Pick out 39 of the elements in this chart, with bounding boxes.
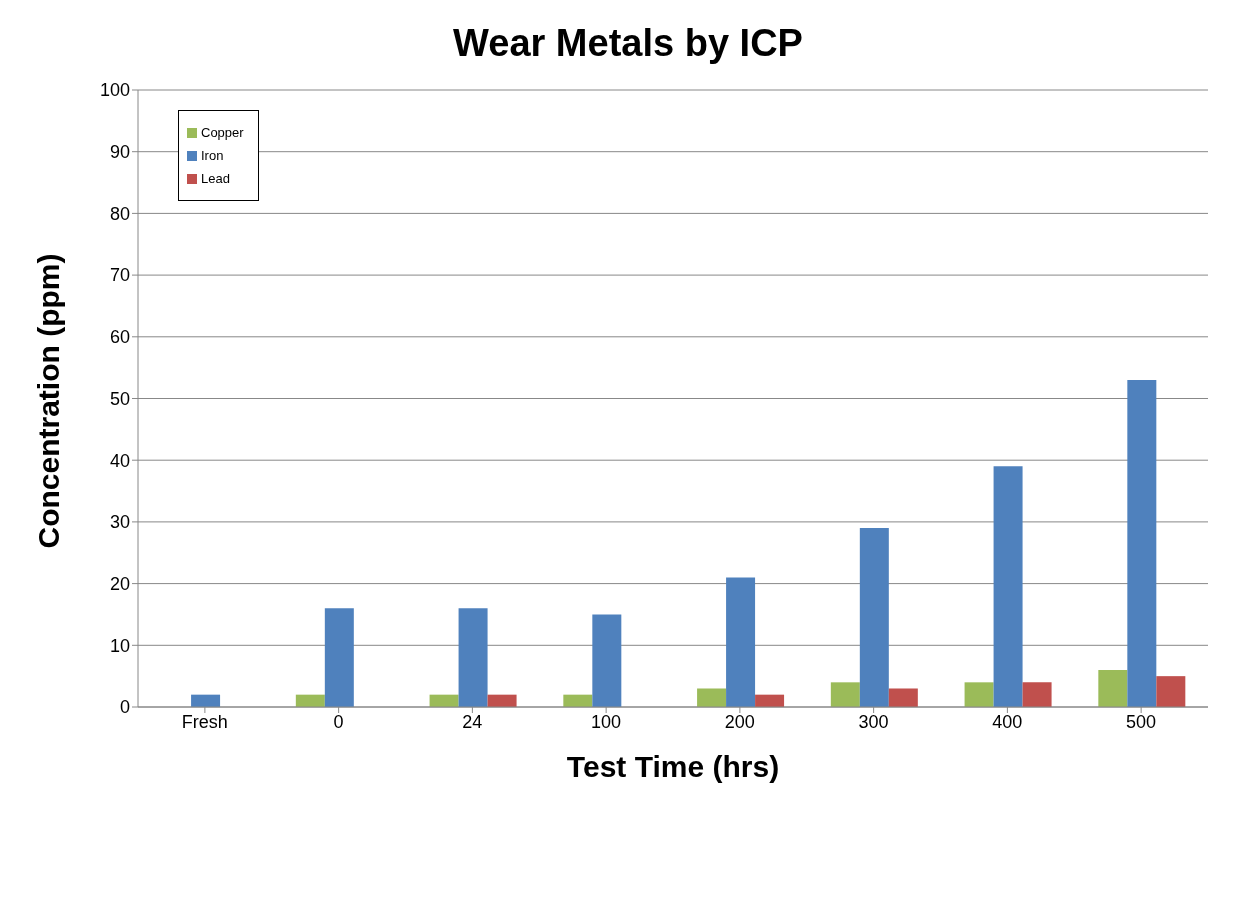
y-tick-label: 50 [109,388,130,409]
legend-label: Lead [201,171,230,186]
bar [1156,676,1186,707]
x-axis-title: Test Time (hrs) [566,750,780,783]
y-tick-label: 20 [109,573,130,594]
bar [324,608,354,707]
bar [458,608,488,707]
y-axis-title: Concentration (ppm) [31,253,65,549]
chart-title: Wear Metals by ICP [452,21,804,66]
y-tick-label: 0 [119,697,130,718]
y-tick-label: 10 [109,635,130,656]
y-tick-label: 100 [99,80,130,101]
y-tick-label: 30 [109,512,130,533]
x-tick-label: 500 [1126,711,1157,732]
bar [592,614,622,707]
bar [726,577,756,707]
bar [1098,669,1128,707]
x-tick-label: 200 [724,711,755,732]
x-tick-label: 300 [858,711,889,732]
y-tick-label: 70 [109,265,130,286]
bar [964,682,994,707]
bar [830,682,860,707]
bar [1022,682,1052,707]
y-tick-label: 90 [109,142,130,163]
x-tick-label: Fresh [181,711,228,732]
x-tick-label: 0 [333,711,344,732]
bar [697,688,727,707]
bar [993,466,1023,707]
x-tick-label: 400 [992,711,1023,732]
y-tick-label: 80 [109,203,130,224]
legend-label: Copper [201,125,244,140]
x-tick-label: 24 [462,711,483,732]
y-tick-label: 60 [109,327,130,348]
y-tick-label: 40 [109,450,130,471]
bar [888,688,918,707]
bar [1127,379,1157,707]
bar [859,528,889,707]
legend-label: Iron [201,148,224,163]
x-tick-label: 100 [591,711,622,732]
